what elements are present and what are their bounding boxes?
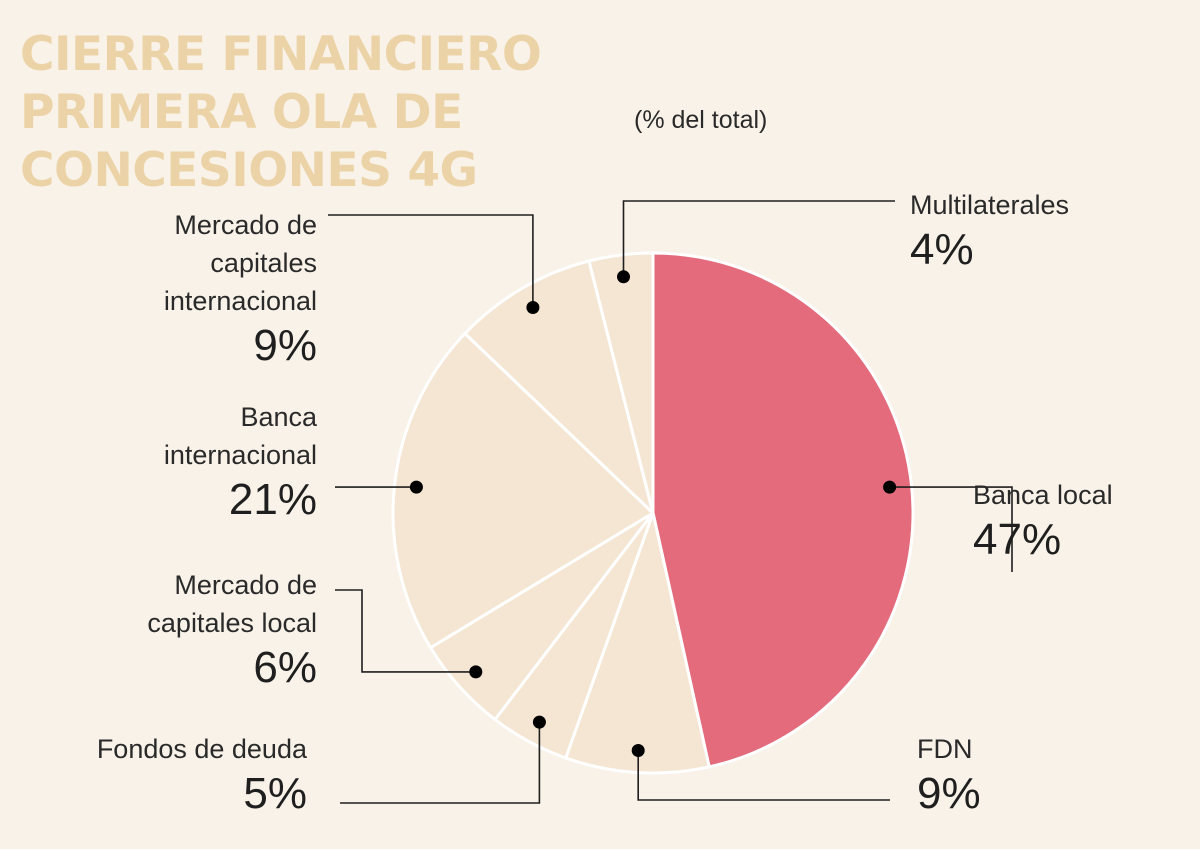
leader-dot-multilaterales	[617, 270, 630, 284]
leader-dot-banca-internacional	[409, 480, 423, 494]
label-text: capitales	[210, 248, 317, 278]
label-text: Banca local	[973, 480, 1113, 510]
label-percent: 47%	[973, 515, 1062, 564]
pie-slice-banca-internacional	[391, 331, 655, 650]
label-text: internacional	[163, 440, 317, 470]
leader-dot-mercado-de-capitales-local	[469, 665, 483, 679]
label-text: Multilaterales	[910, 190, 1070, 220]
label-percent: 6%	[253, 643, 317, 692]
label-multilaterales: Multilaterales 4%	[910, 186, 1069, 276]
leader-line-fdn	[637, 750, 890, 801]
leader-dot-fondos-de-deuda	[532, 715, 546, 729]
label-text: Mercado de	[174, 210, 317, 240]
label-banca-internacional: Banca internacional 21%	[164, 398, 317, 526]
leader-line-multilaterales	[622, 200, 895, 277]
label-mercado-capitales-local: Mercado de capitales local 6%	[147, 566, 317, 694]
title-line: PRIMERA OLA DE	[20, 85, 463, 140]
leader-line-mercado-de-capitales-internacional	[328, 214, 534, 308]
label-text: capitales local	[147, 608, 317, 638]
leader-dot-mercado-de-capitales-internacional	[526, 301, 540, 314]
leader-line-mercado-de-capitales-local	[335, 589, 476, 673]
label-text: Banca	[240, 402, 317, 432]
pie-slice-mercado-de-capitales-internacional	[463, 259, 655, 515]
chart-subtitle: (% del total)	[634, 106, 768, 134]
pie-slice-multilaterales	[587, 251, 655, 515]
label-fdn: FDN 9%	[917, 730, 981, 820]
label-percent: 9%	[917, 769, 981, 818]
label-fondos-de-deuda: Fondos de deuda 5%	[97, 730, 307, 820]
label-percent: 9%	[253, 321, 317, 370]
leader-dot-banca-local	[883, 480, 897, 494]
pie-slice-fdn	[564, 511, 711, 775]
leader-line-banca-local	[889, 486, 1013, 572]
title-line: CONCESIONES 4G	[20, 143, 478, 198]
label-mercado-capitales-internacional: Mercado de capitales internacional 9%	[164, 206, 317, 372]
label-text: Mercado de	[174, 570, 317, 600]
leader-dot-fdn	[631, 744, 645, 757]
leader-line-fondos-de-deuda	[340, 722, 541, 804]
pie-slice-banca-local	[651, 251, 915, 769]
label-percent: 4%	[910, 225, 974, 274]
label-text: FDN	[917, 734, 973, 764]
title-line: CIERRE FINANCIERO	[20, 27, 542, 82]
chart-title: CIERRE FINANCIERO PRIMERA OLA DE CONCESI…	[20, 26, 542, 200]
pie-slices	[391, 251, 915, 775]
label-text: internacional	[163, 286, 317, 316]
label-percent: 21%	[228, 475, 317, 524]
label-text: Fondos de deuda	[96, 734, 307, 764]
leader-lines	[328, 200, 1013, 804]
label-percent: 5%	[243, 769, 307, 818]
label-banca-local: Banca local 47%	[973, 476, 1113, 566]
